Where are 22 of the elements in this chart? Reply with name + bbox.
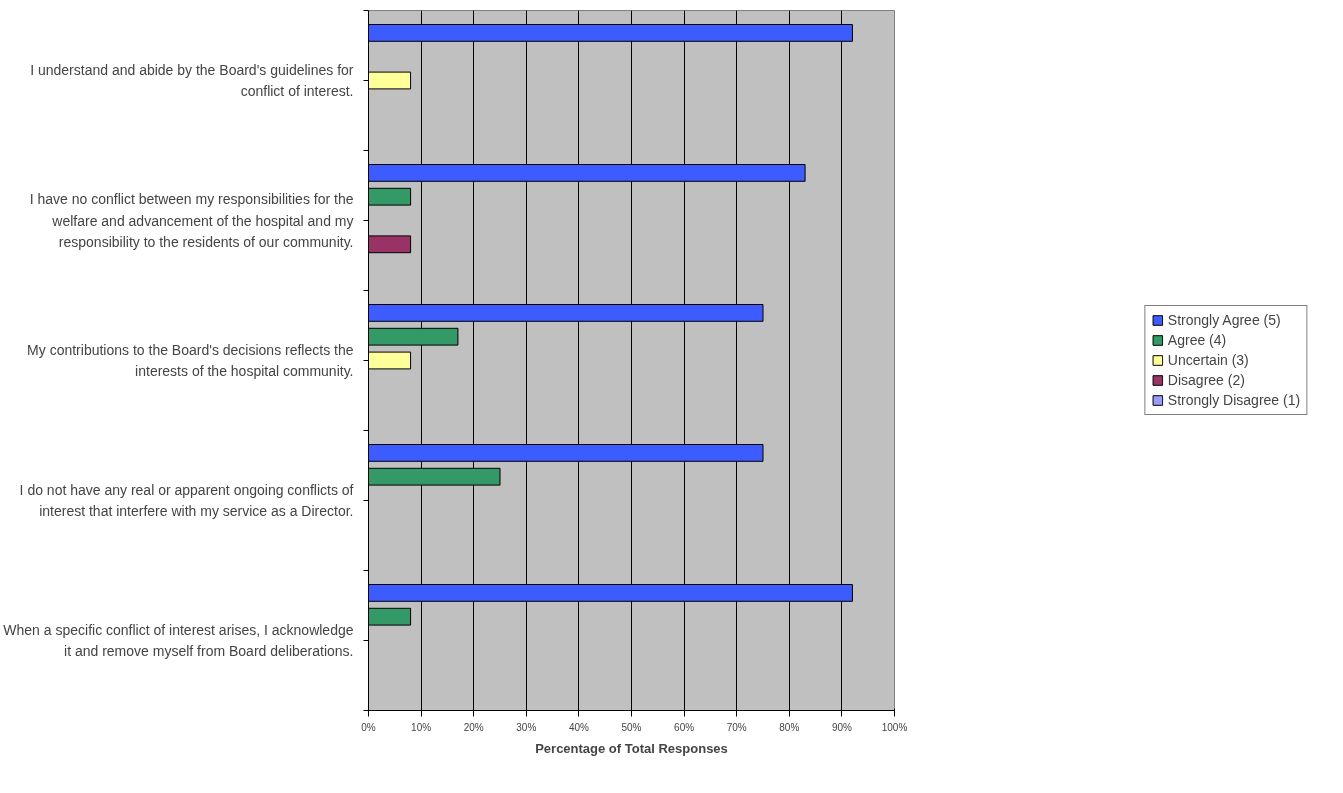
x-axis-title: Percentage of Total Responses [535, 740, 728, 756]
legend-label: Agree (4) [1167, 332, 1227, 348]
legend-label: Uncertain (3) [1167, 352, 1249, 368]
y-tick-label: I understand and abide by the Board's guidelines for conflict of interest. [30, 61, 354, 100]
x-tick-label: 20% [463, 721, 484, 733]
x-tick-label: 100% [881, 721, 908, 733]
y-tick-label: My contributions to the Board's decisions reflects the interests of the hospital community. [27, 341, 354, 380]
x-tick-label: 70% [726, 721, 747, 733]
x-tick-label: 30% [516, 721, 537, 733]
legend-label: Disagree (2) [1167, 372, 1245, 388]
legend-label: Strongly Agree (5) [1167, 312, 1281, 328]
x-tick-label: 90% [831, 721, 853, 733]
x-tick-label: 0% [361, 721, 376, 733]
y-tick-label: When a specific conflict of interest arises, I acknowledge it and remove myself from Board deliberations. [3, 621, 354, 660]
legend-label: Strongly Disagree (1) [1167, 392, 1301, 408]
x-tick-label: 10% [411, 721, 432, 733]
y-tick-label: I do not have any real or apparent ongoing conflicts of interest that interfere with my service as a Director. [19, 481, 354, 520]
x-tick-label: 50% [621, 721, 642, 733]
x-tick-label: 60% [674, 721, 695, 733]
y-tick-label: I have no conflict between my responsibilities for the welfare and advancement of the hospital and my responsibility to the residents of our community. [29, 190, 354, 251]
x-tick-label: 80% [779, 721, 800, 733]
x-tick-label: 40% [568, 721, 590, 733]
